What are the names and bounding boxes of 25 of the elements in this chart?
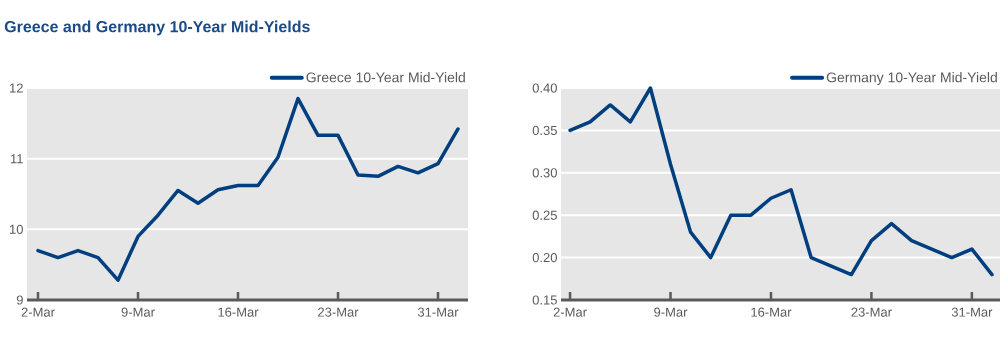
x-tick-label: 2-Mar: [21, 307, 55, 317]
y-tick-label: 0.15: [532, 295, 557, 305]
y-tick-label: 0.30: [532, 168, 557, 178]
x-tick-label: 9-Mar: [654, 307, 688, 317]
y-tick-label: 0.25: [532, 210, 557, 220]
x-tick-label: 9-Mar: [121, 307, 155, 317]
y-tick-label: 0.20: [532, 253, 557, 263]
x-tick-label: 2-Mar: [553, 307, 587, 317]
line-series: [36, 96, 460, 282]
y-tick-label: 11: [10, 154, 23, 164]
x-tick-label: 31-Mar: [951, 307, 993, 317]
line-series: [568, 86, 994, 277]
chart-title: Greece and Germany 10-Year Mid-Yields: [4, 20, 310, 36]
y-tick-label: 10: [10, 224, 23, 234]
y-tick-label: 9: [16, 295, 23, 305]
x-tick-label: 16-Mar: [218, 307, 259, 317]
x-tick-label: 23-Mar: [318, 307, 359, 317]
x-tick-label: 16-Mar: [751, 307, 792, 317]
y-tick-label: 0.40: [532, 83, 557, 93]
x-tick-label: 23-Mar: [851, 307, 892, 317]
legend-label: Germany 10-Year Mid-Yield: [826, 72, 997, 86]
y-tick-label: 12: [10, 83, 23, 93]
x-tick-label: 31-Mar: [417, 307, 459, 317]
legend-label: Greece 10-Year Mid-Yield: [306, 72, 465, 83]
y-tick-label: 0.35: [532, 125, 557, 135]
